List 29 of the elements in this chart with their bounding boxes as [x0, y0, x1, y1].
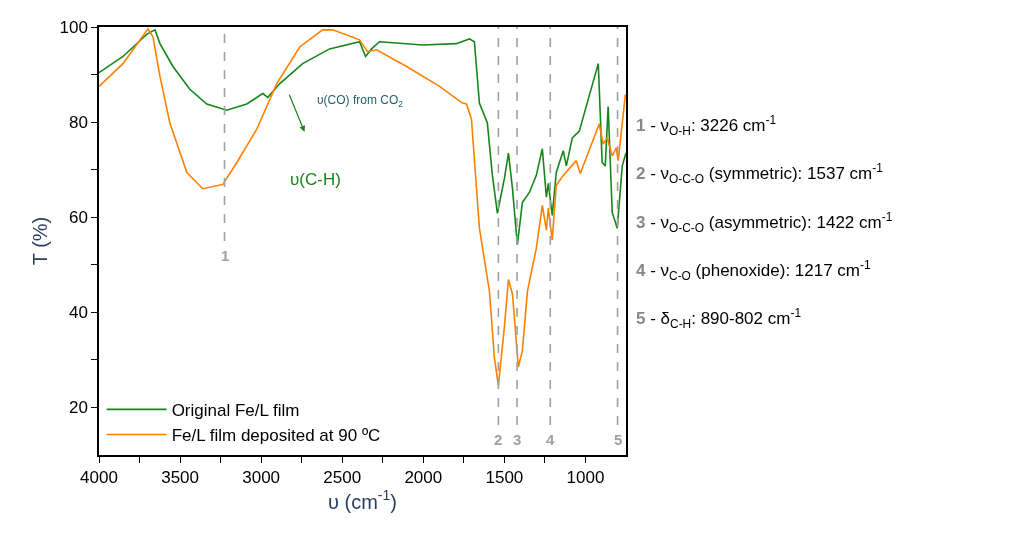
x-tick-label: 3500 — [161, 468, 199, 488]
text: 3 - ν$_{O-C-O}$ (asymmetric): 1422 cm$^{-1}$ — [636, 210, 893, 235]
annotation: 2 — [494, 431, 503, 448]
annotation: 1 — [221, 247, 230, 264]
line-series — [99, 28, 626, 387]
x-tick-label: 2500 — [323, 468, 362, 488]
y-tick-label: 60 — [68, 208, 88, 228]
x-tick-label: 4000 — [80, 468, 118, 488]
annotation: 4 — [546, 431, 555, 448]
annotation: υ(C-H) — [290, 170, 341, 189]
text: 5 - δ$_{C-H}$: 890-802 cm$^{-1}$ — [636, 306, 802, 331]
y-tick-label: 80 — [68, 113, 88, 133]
text: 2 - ν$_{O-C-O}$ (symmetric): 1537 cm$^{-1}$ — [636, 161, 884, 186]
x-tick-label: 1500 — [485, 468, 524, 488]
x-tick-label: 3000 — [242, 468, 281, 488]
x-tick-label: 1000 — [566, 468, 605, 488]
text: 1 - ν$_{O-H}$: 3226 cm$^{-1}$ — [636, 113, 777, 138]
y-axis-title: T (%) — [29, 216, 52, 266]
legend-label: Original Fe/L film — [171, 401, 300, 421]
annotation: 3 — [513, 431, 522, 448]
annotation: υ(CO) from CO$_{2}$ — [317, 93, 404, 109]
x-tick-label: 2000 — [404, 468, 443, 488]
legend-label: Fe/L film deposited at 90 ºC — [171, 426, 381, 446]
text: 4 - ν$_{C-O}$ (phenoxide): 1217 cm$^{-1}$ — [636, 258, 871, 283]
y-tick-label: 100 — [59, 17, 88, 37]
annotation: 5 — [614, 431, 623, 448]
x-axis-title: υ (cm$^{-1}$) — [328, 487, 397, 513]
y-tick-label: 40 — [68, 303, 88, 323]
y-tick-label: 20 — [68, 398, 88, 418]
